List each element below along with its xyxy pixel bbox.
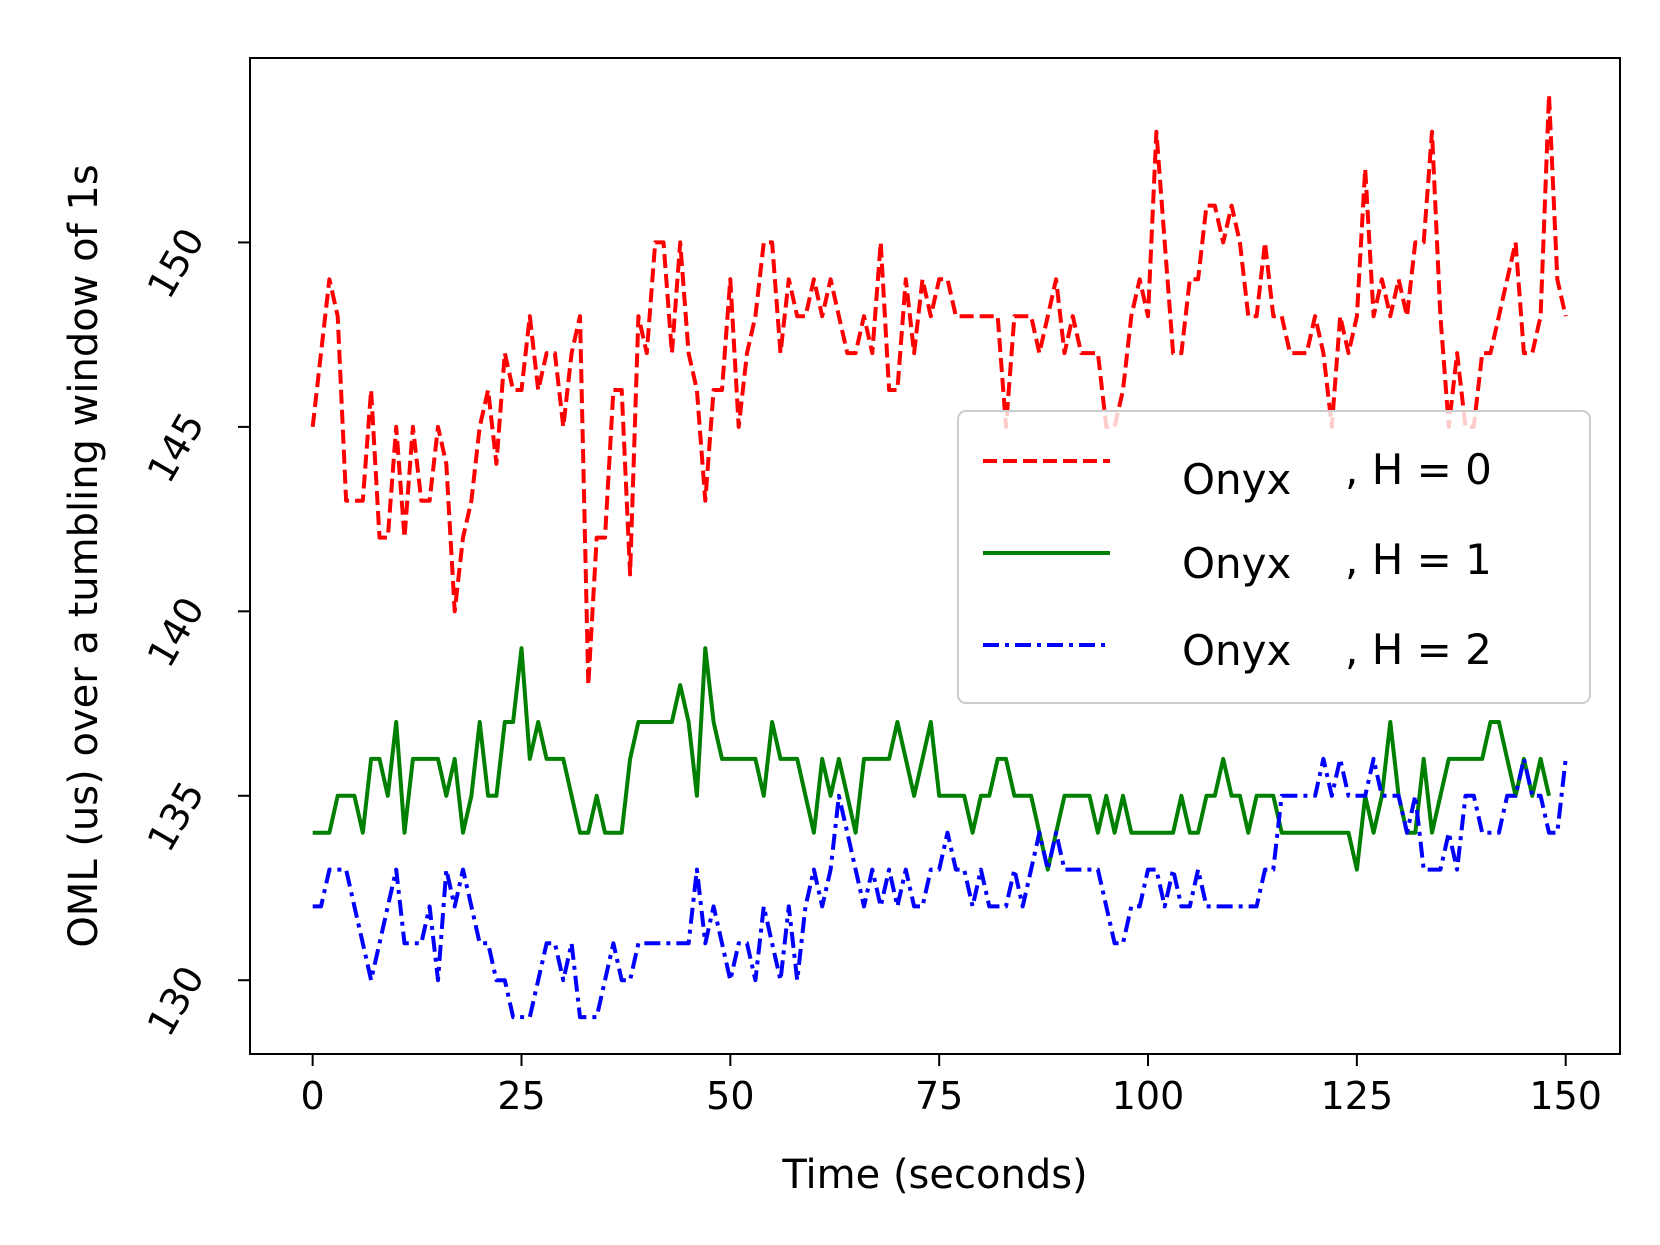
legend-name-h0: Onyx (1182, 455, 1291, 504)
x-tick-label: 150 (1529, 1074, 1602, 1118)
x-tick-label: 0 (301, 1074, 325, 1118)
x-tick-label: 125 (1321, 1074, 1394, 1118)
legend-name-h1: Onyx (1182, 539, 1291, 588)
series-layer (310, 92, 1568, 1020)
legend-suffix-h0: , H = 0 (1345, 445, 1492, 494)
legend-suffix-h1: , H = 1 (1345, 535, 1492, 584)
plot-frame (249, 57, 1621, 1055)
x-tick-label: 50 (706, 1074, 754, 1118)
x-axis-title: Time (seconds) (781, 1152, 1087, 1198)
x-tick-label: 25 (497, 1074, 545, 1118)
series-line-h2 (312, 756, 1568, 1020)
legend-suffix-h2: , H = 2 (1345, 625, 1492, 674)
x-tick-label: 75 (915, 1074, 963, 1118)
series-line-h0 (310, 92, 1568, 688)
legend: Onyx , H = 0 Onyx , H = 1 Onyx , H = 2 (957, 410, 1591, 704)
legend-name-h2: Onyx (1182, 626, 1291, 675)
series-line-h1 (312, 646, 1551, 872)
y-axis-title: OML (us) over a tumbling window of 1s (61, 164, 107, 947)
x-tick-label: 100 (1112, 1074, 1185, 1118)
legend-box (957, 410, 1591, 704)
